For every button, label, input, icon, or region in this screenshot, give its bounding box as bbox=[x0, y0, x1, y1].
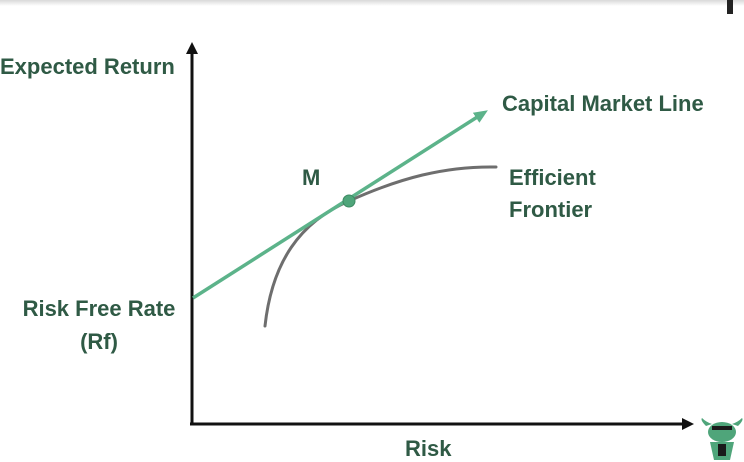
top-edge-shadow bbox=[0, 0, 744, 6]
efficient-frontier-curve bbox=[263, 165, 498, 328]
risk-free-rate-label-line2: (Rf) bbox=[80, 329, 118, 354]
y-axis-label: Expected Return bbox=[0, 54, 175, 79]
capital-market-line-label: Capital Market Line bbox=[502, 91, 704, 116]
top-edge-mark bbox=[727, 0, 733, 14]
point-m-label: M bbox=[302, 165, 321, 190]
risk-free-rate-label-line1: Risk Free Rate bbox=[22, 296, 176, 321]
tangency-point-m bbox=[342, 194, 356, 208]
efficient-frontier-label-line2: Frontier bbox=[509, 197, 593, 222]
x-axis-label: Risk bbox=[405, 436, 452, 461]
capital-market-line bbox=[192, 110, 488, 300]
efficient-frontier-label-line1: Efficient bbox=[509, 165, 596, 190]
bull-mascot-icon bbox=[701, 418, 743, 460]
